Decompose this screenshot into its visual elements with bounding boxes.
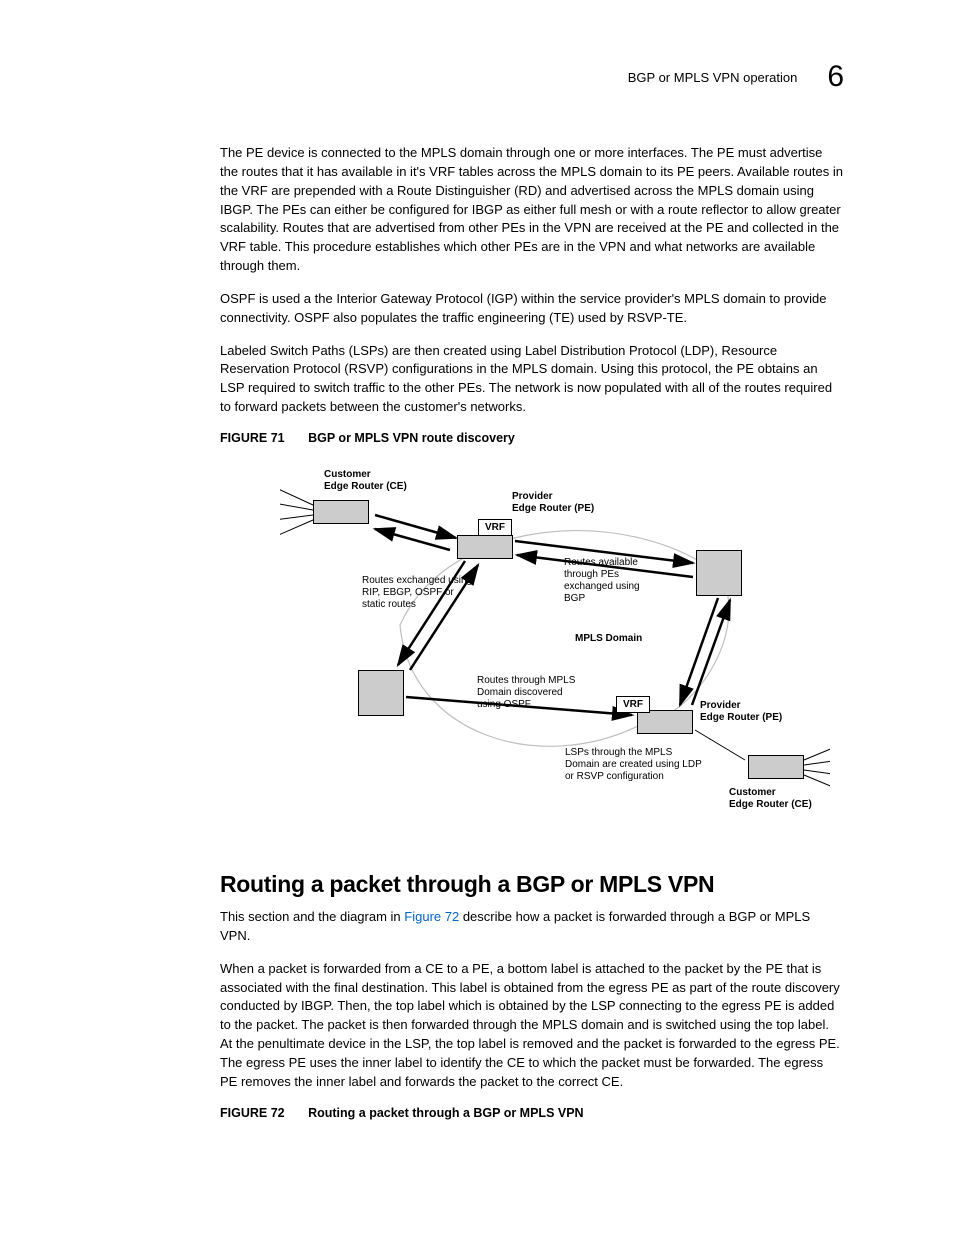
body-paragraph: Labeled Switch Paths (LSPs) are then cre… [220,342,844,417]
body-paragraph: The PE device is connected to the MPLS d… [220,144,844,276]
document-page: BGP or MPLS VPN operation 6 The PE devic… [0,0,954,1235]
ce-router-node [313,500,369,524]
cross-reference-link[interactable]: Figure 72 [404,909,459,924]
figure-caption: FIGURE 71 BGP or MPLS VPN route discover… [220,431,844,445]
switch-node [358,670,404,716]
figure-title: BGP or MPLS VPN route discovery [308,431,515,445]
running-header: BGP or MPLS VPN operation 6 [220,60,844,94]
figure-title: Routing a packet through a BGP or MPLS V… [308,1106,584,1120]
annotation-text: LSPs through the MPLS Domain are created… [565,747,705,783]
pe-router-node [457,535,513,559]
node-label: CustomerEdge Router (CE) [324,469,407,493]
annotation-text: Routes through MPLS Domain discovered us… [477,675,577,711]
annotation-text: Routes exchanged using RIP, EBGP, OSPF o… [362,575,477,611]
node-label: ProviderEdge Router (PE) [700,700,782,724]
pe-router-node [637,710,693,734]
vrf-box: VRF [616,696,650,713]
text-span: This section and the diagram in [220,909,404,924]
section-heading: Routing a packet through a BGP or MPLS V… [220,871,844,898]
body-paragraph: When a packet is forwarded from a CE to … [220,960,844,1092]
node-label: CustomerEdge Router (CE) [729,787,812,811]
figure-label: FIGURE 71 [220,431,285,445]
running-title: BGP or MPLS VPN operation [628,70,798,85]
chapter-number: 6 [827,60,844,94]
figure-caption: FIGURE 72 Routing a packet through a BGP… [220,1106,844,1120]
annotation-text: Routes available through PEs exchanged u… [564,557,662,605]
figure-diagram: VRF VRF CustomerEdge Router (CE) Provide… [280,455,830,845]
node-label: ProviderEdge Router (PE) [512,491,594,515]
ce-router-node [748,755,804,779]
switch-node [696,550,742,596]
body-paragraph: OSPF is used a the Interior Gateway Prot… [220,290,844,328]
vrf-box: VRF [478,519,512,536]
annotation-text: MPLS Domain [575,633,642,645]
figure-label: FIGURE 72 [220,1106,285,1120]
body-paragraph: This section and the diagram in Figure 7… [220,908,844,946]
